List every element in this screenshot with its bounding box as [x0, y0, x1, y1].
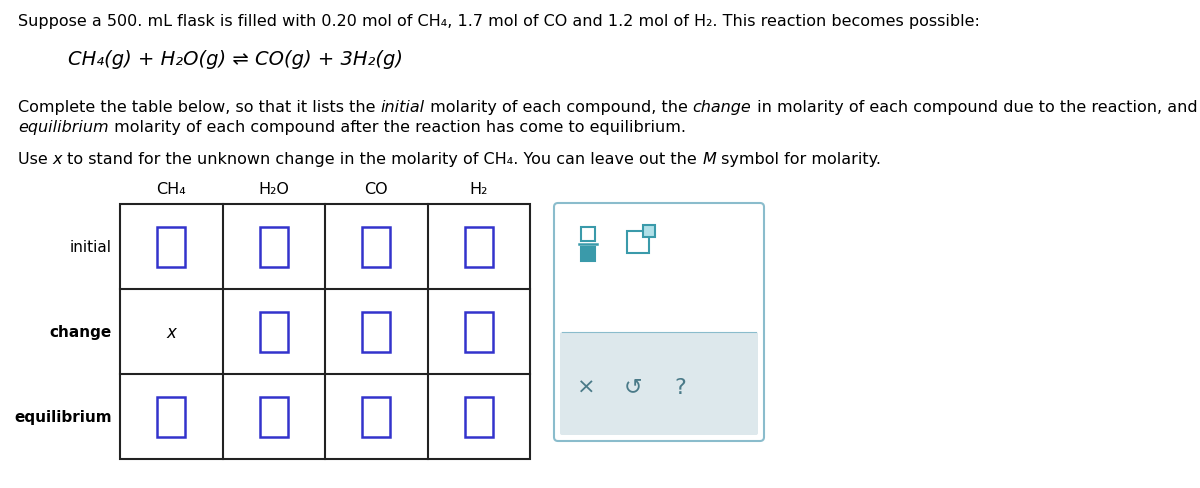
- Text: to stand for the unknown change in the molarity of CH₄. You can leave out the: to stand for the unknown change in the m…: [62, 152, 702, 167]
- Text: symbol for molarity.: symbol for molarity.: [716, 152, 881, 167]
- Text: H₂O: H₂O: [258, 182, 289, 197]
- Bar: [259, 397, 288, 437]
- Bar: [643, 225, 655, 238]
- Bar: [362, 312, 390, 352]
- Bar: [120, 204, 530, 459]
- Bar: [464, 312, 493, 352]
- Text: initial: initial: [380, 100, 425, 115]
- Text: Suppose a 500. mL flask is filled with 0.20 mol of CH₄, 1.7 mol of CO and 1.2 mo: Suppose a 500. mL flask is filled with 0…: [18, 14, 980, 29]
- Bar: [157, 397, 185, 437]
- Text: CH₄(g) + H₂O(g) ⇌ CO(g) + 3H₂(g): CH₄(g) + H₂O(g) ⇌ CO(g) + 3H₂(g): [68, 50, 403, 69]
- Text: ↺: ↺: [624, 377, 642, 397]
- FancyBboxPatch shape: [554, 203, 764, 441]
- Text: molarity of each compound after the reaction has come to equilibrium.: molarity of each compound after the reac…: [109, 120, 685, 135]
- Bar: [259, 312, 288, 352]
- Text: equilibrium: equilibrium: [18, 120, 109, 135]
- Bar: [362, 397, 390, 437]
- Text: in molarity of each compound due to the reaction, and the: in molarity of each compound due to the …: [751, 100, 1200, 115]
- Bar: [464, 397, 493, 437]
- Bar: [628, 231, 649, 253]
- Text: CH₄: CH₄: [156, 182, 186, 197]
- Text: M: M: [702, 152, 716, 167]
- Bar: [581, 227, 595, 242]
- Bar: [259, 227, 288, 267]
- Text: x: x: [167, 323, 176, 341]
- Bar: [581, 247, 595, 262]
- Text: H₂: H₂: [469, 182, 488, 197]
- Text: ?: ?: [674, 377, 686, 397]
- Bar: [362, 227, 390, 267]
- FancyBboxPatch shape: [560, 332, 758, 435]
- Text: change: change: [692, 100, 751, 115]
- Text: ×: ×: [577, 377, 595, 397]
- Text: x: x: [53, 152, 62, 167]
- Text: CO: CO: [365, 182, 388, 197]
- Text: Complete the table below, so that it lists the: Complete the table below, so that it lis…: [18, 100, 380, 115]
- Text: change: change: [49, 325, 112, 339]
- Text: initial: initial: [70, 240, 112, 254]
- Text: equilibrium: equilibrium: [14, 409, 112, 424]
- Text: molarity of each compound, the: molarity of each compound, the: [425, 100, 692, 115]
- Bar: [464, 227, 493, 267]
- Text: Use: Use: [18, 152, 53, 167]
- Bar: [157, 227, 185, 267]
